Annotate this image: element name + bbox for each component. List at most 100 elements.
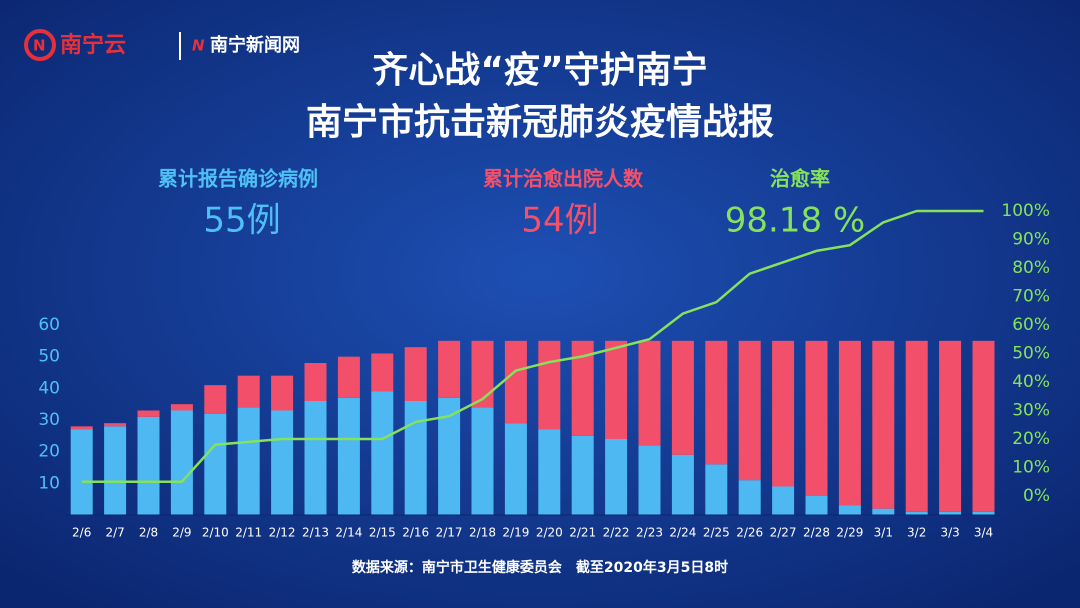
- y2-tick-label: 60%: [1012, 315, 1050, 335]
- x-tick-label: 2/29: [836, 526, 863, 540]
- bar: [271, 375, 294, 411]
- bar: [805, 340, 828, 496]
- x-tick-label: 2/28: [803, 526, 830, 540]
- bar: [438, 397, 461, 515]
- x-tick-label: 2/14: [335, 526, 362, 540]
- footer: 数据来源：南宁市卫生健康委员会 截至2020年3月5日8时: [352, 559, 728, 576]
- x-tick-label: 3/3: [940, 526, 959, 540]
- bar: [872, 508, 895, 515]
- stat-value: 55例: [203, 201, 280, 241]
- bar: [772, 340, 795, 487]
- bar: [504, 423, 527, 515]
- x-tick-label: 2/23: [636, 526, 663, 540]
- y2-tick-label: 10%: [1012, 458, 1050, 478]
- stat-value: 98.18 %: [725, 201, 865, 241]
- bar: [404, 347, 427, 401]
- y2-tick-label: 0%: [1023, 486, 1050, 506]
- bar: [104, 426, 127, 515]
- x-tick-label: 3/2: [907, 526, 926, 540]
- x-tick-label: 2/16: [402, 526, 429, 540]
- y-tick-label: 60: [38, 315, 60, 335]
- y2-tick-label: 80%: [1012, 258, 1050, 278]
- y2-tick-label: 100%: [1001, 201, 1050, 221]
- x-tick-label: 2/9: [172, 526, 191, 540]
- logo-right: 南宁新闻网: [210, 34, 300, 56]
- stat-value: 54例: [521, 201, 598, 241]
- bar: [972, 511, 995, 515]
- y2-tick-label: 70%: [1012, 287, 1050, 307]
- bar: [304, 401, 327, 515]
- bar: [504, 340, 527, 424]
- title-line-2: 南宁市抗击新冠肺炎疫情战报: [306, 101, 774, 143]
- bar: [271, 410, 294, 515]
- x-tick-label: 2/20: [536, 526, 563, 540]
- bar: [304, 363, 327, 401]
- bar: [939, 511, 962, 515]
- logo-left: 南宁云: [60, 32, 126, 58]
- x-tick-label: 2/19: [502, 526, 529, 540]
- bar: [872, 340, 895, 509]
- y-tick-label: 50: [38, 347, 60, 367]
- y-tick-label: 40: [38, 378, 60, 398]
- bar: [638, 340, 661, 446]
- y2-tick-label: 20%: [1012, 429, 1050, 449]
- y-tick-label: 10: [38, 473, 60, 493]
- x-tick-label: 2/22: [603, 526, 630, 540]
- x-tick-label: 2/21: [569, 526, 596, 540]
- bar: [204, 413, 227, 515]
- y-tick-label: 30: [38, 410, 60, 430]
- bar: [371, 353, 394, 392]
- bar: [838, 505, 861, 515]
- title-line-1: 齐心战“疫”守护南宁: [372, 50, 707, 91]
- bar: [471, 407, 494, 515]
- bar: [738, 340, 761, 481]
- x-tick-label: 2/17: [436, 526, 463, 540]
- y2-tick-label: 50%: [1012, 344, 1050, 364]
- bar: [705, 340, 728, 465]
- x-tick-label: 2/15: [369, 526, 396, 540]
- x-tick-label: 2/10: [202, 526, 229, 540]
- bar: [972, 340, 995, 512]
- bar: [939, 340, 962, 512]
- x-tick-label: 2/24: [669, 526, 696, 540]
- y2-tick-label: 40%: [1012, 372, 1050, 392]
- x-tick-label: 2/13: [302, 526, 329, 540]
- bar: [404, 401, 427, 515]
- bar: [371, 391, 394, 515]
- y2-tick-label: 30%: [1012, 401, 1050, 421]
- bar: [738, 480, 761, 515]
- x-tick-label: 2/26: [736, 526, 763, 540]
- line: [81, 209, 984, 483]
- bar: [571, 340, 594, 436]
- x-tick-label: 2/18: [469, 526, 496, 540]
- bar: [605, 340, 628, 439]
- stat-label: 累计治愈出院人数: [483, 167, 644, 191]
- bar: [671, 340, 694, 455]
- x-tick-label: 3/4: [974, 526, 993, 540]
- bar: [905, 340, 928, 512]
- bar: [805, 496, 828, 515]
- bar: [638, 445, 661, 515]
- x-tick-label: 2/25: [703, 526, 730, 540]
- x-tick-label: 2/11: [235, 526, 262, 540]
- y2-tick-label: 90%: [1012, 230, 1050, 250]
- x-tick-label: 2/8: [139, 526, 158, 540]
- stat-label: 累计报告确诊病例: [158, 167, 318, 191]
- logo-right-icon: N: [192, 37, 205, 55]
- bar: [571, 435, 594, 515]
- x-tick-label: 2/27: [770, 526, 797, 540]
- bar: [70, 429, 93, 515]
- bar: [438, 340, 461, 398]
- bar: [237, 407, 260, 515]
- bar: [337, 397, 360, 515]
- bar: [170, 404, 193, 411]
- x-tick-label: 3/1: [874, 526, 893, 540]
- bar: [170, 410, 193, 515]
- x-tick-label: 2/6: [72, 526, 91, 540]
- x-tick-label: 2/12: [269, 526, 296, 540]
- x-tick-label: 2/7: [105, 526, 124, 540]
- bar: [671, 454, 694, 515]
